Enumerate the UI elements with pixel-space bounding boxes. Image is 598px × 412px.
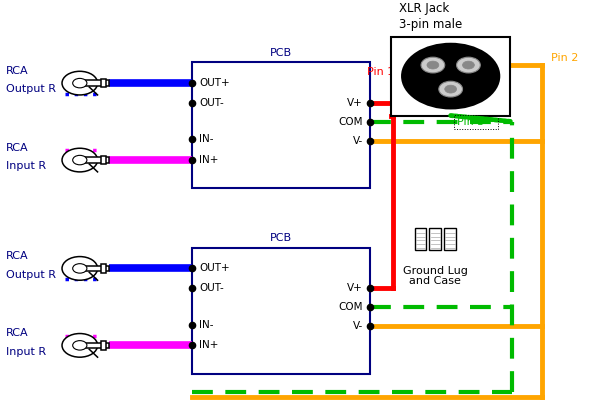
Bar — [100, 341, 106, 350]
Text: V+: V+ — [347, 98, 363, 108]
Bar — [83, 157, 109, 163]
Text: V-: V- — [353, 321, 363, 331]
Circle shape — [462, 61, 474, 69]
Circle shape — [402, 44, 499, 108]
Text: IN+: IN+ — [200, 155, 219, 165]
Text: PCB: PCB — [270, 233, 292, 243]
Text: IN-: IN- — [200, 320, 214, 330]
Bar — [414, 228, 426, 250]
Bar — [100, 79, 106, 87]
Circle shape — [73, 341, 87, 350]
Text: COM: COM — [338, 302, 363, 312]
Text: Pin 1: Pin 1 — [367, 67, 395, 77]
Text: OUT+: OUT+ — [200, 78, 230, 88]
Bar — [193, 248, 370, 374]
Circle shape — [73, 155, 87, 165]
Circle shape — [62, 71, 97, 95]
Circle shape — [445, 85, 457, 93]
Text: V-: V- — [353, 136, 363, 145]
Circle shape — [62, 257, 97, 280]
Bar — [83, 343, 109, 348]
Text: Input R: Input R — [6, 161, 46, 171]
Text: PCB: PCB — [270, 47, 292, 58]
Bar — [83, 80, 109, 86]
Bar — [83, 266, 109, 271]
Text: OUT+: OUT+ — [200, 263, 230, 274]
Bar — [100, 264, 106, 273]
Text: RCA: RCA — [6, 143, 28, 153]
Text: IN-: IN- — [200, 134, 214, 144]
Bar — [429, 228, 441, 250]
Text: IN+: IN+ — [200, 340, 219, 350]
Bar — [454, 115, 498, 129]
Text: Output R: Output R — [6, 269, 56, 280]
Bar — [193, 62, 370, 188]
Circle shape — [421, 57, 445, 73]
Circle shape — [62, 148, 97, 172]
Circle shape — [427, 61, 439, 69]
Text: OUT-: OUT- — [200, 98, 224, 108]
Bar — [392, 37, 510, 115]
Circle shape — [73, 264, 87, 273]
Text: COM: COM — [338, 117, 363, 126]
Text: Input R: Input R — [6, 346, 46, 356]
Text: RCA: RCA — [6, 66, 28, 76]
Circle shape — [439, 81, 462, 97]
Text: V+: V+ — [347, 283, 363, 293]
Circle shape — [457, 57, 480, 73]
Circle shape — [62, 334, 97, 357]
Text: Pin 3: Pin 3 — [457, 117, 484, 127]
Text: 3-pin male: 3-pin male — [399, 18, 462, 31]
Text: RCA: RCA — [6, 328, 28, 338]
Text: and Case: and Case — [409, 276, 461, 286]
Text: Output R: Output R — [6, 84, 56, 94]
Text: XLR Jack: XLR Jack — [399, 2, 449, 15]
Bar — [444, 228, 456, 250]
Text: Pin 2: Pin 2 — [551, 54, 578, 63]
Text: OUT-: OUT- — [200, 283, 224, 293]
Bar — [100, 156, 106, 164]
Text: Ground Lug: Ground Lug — [403, 266, 468, 276]
Text: RCA: RCA — [6, 251, 28, 261]
Circle shape — [73, 78, 87, 88]
